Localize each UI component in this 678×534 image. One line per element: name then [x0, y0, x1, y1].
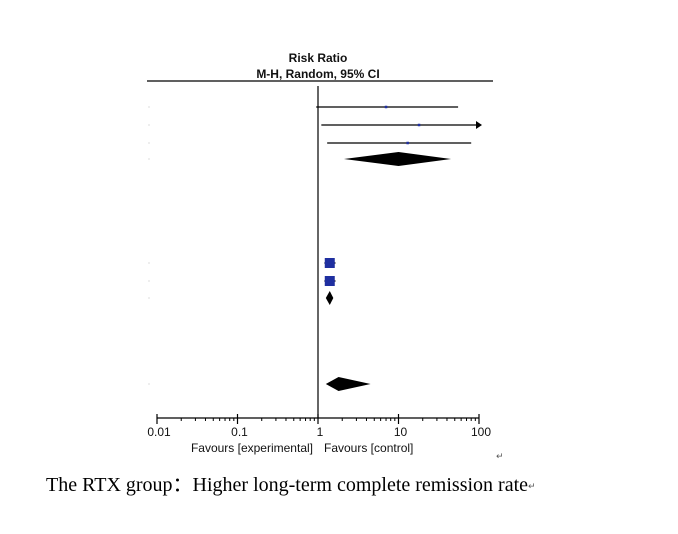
caption-return-mark: ↵ — [528, 482, 536, 492]
x-axis: 0.01 0.1 1 10 100 — [147, 414, 491, 439]
pooled-estimate-diamond — [325, 377, 371, 391]
caption-text: The RTX group：Higher long-term complete … — [46, 474, 529, 496]
plot-marks — [148, 86, 482, 418]
study-point-estimate — [324, 258, 335, 268]
study-point-estimate — [406, 141, 409, 145]
header-subtitle: M-H, Random, 95% CI — [256, 67, 379, 81]
figure-caption: The RTX group：Higher long-term complete … — [46, 468, 536, 497]
study-point-estimate — [324, 276, 335, 286]
favours-left-label: Favours [experimental] — [191, 441, 313, 455]
study-point-estimate — [417, 123, 421, 127]
return-mark: ↵ — [496, 452, 504, 462]
x-axis-tick-label: 0.01 — [147, 425, 171, 439]
study-point-estimate — [384, 105, 388, 109]
ci-arrow-head — [476, 121, 482, 129]
x-axis-tick-label: 1 — [317, 425, 324, 439]
header-title: Risk Ratio — [289, 51, 348, 65]
x-axis-tick-label: 0.1 — [231, 425, 248, 439]
x-axis-tick-label: 100 — [471, 425, 491, 439]
favours-right-label: Favours [control] — [324, 441, 413, 455]
x-axis-tick-label: 10 — [394, 425, 408, 439]
pooled-estimate-diamond — [343, 152, 452, 166]
pooled-estimate-diamond — [325, 291, 334, 305]
